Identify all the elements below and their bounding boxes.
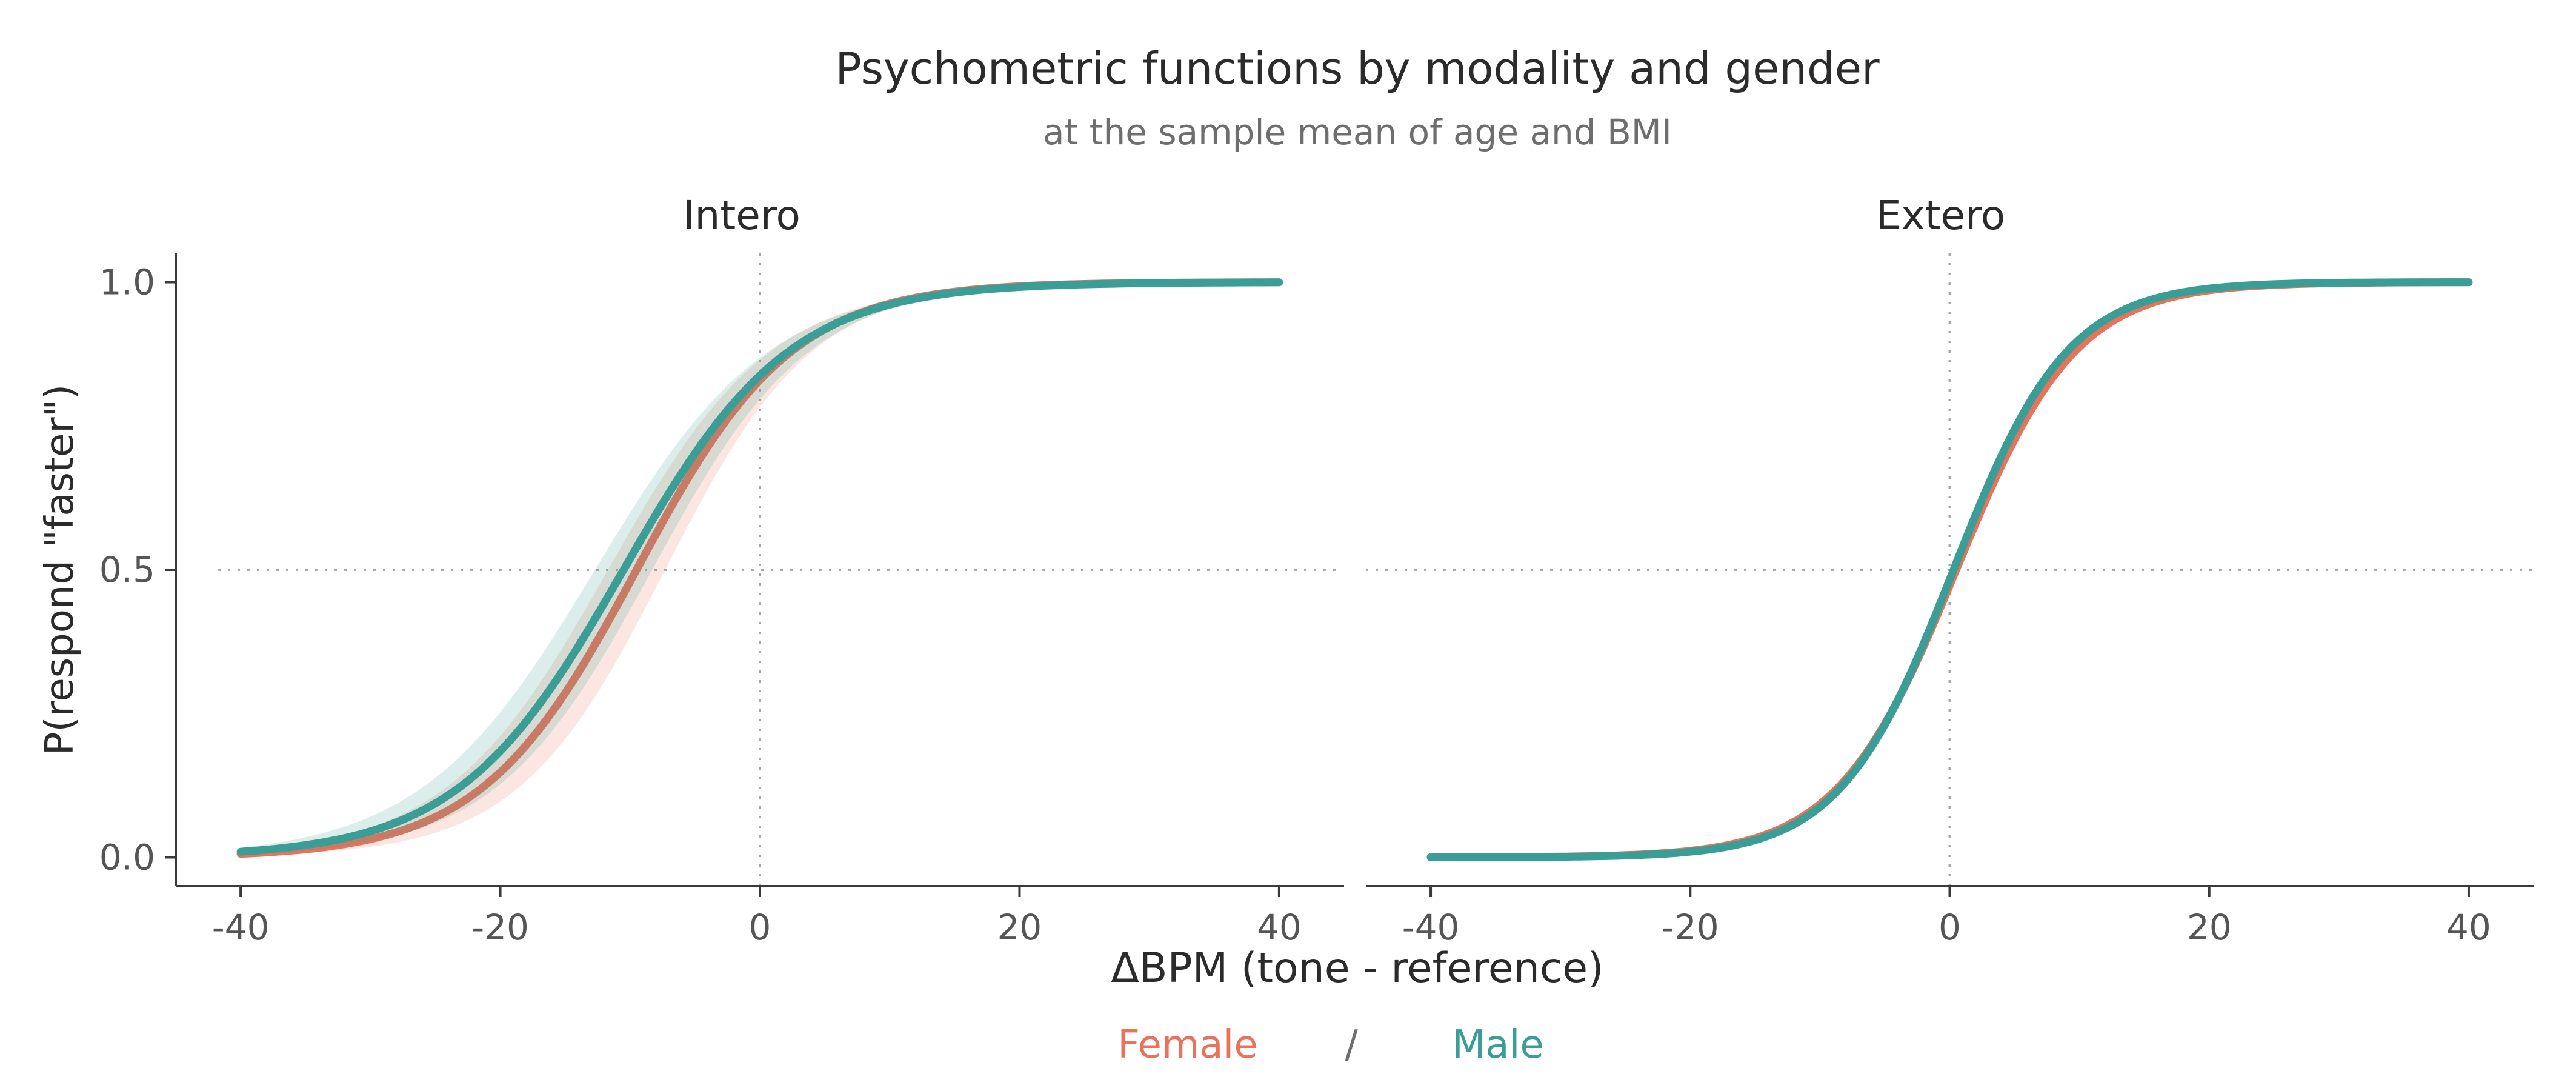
series-line-male <box>1426 278 2473 861</box>
x-tick-label: -40 <box>212 907 270 948</box>
x-tick-label: -20 <box>1662 907 1719 948</box>
panel-extero: Extero -40 -20 0 20 40 <box>1366 192 2534 948</box>
legend-separator: / <box>1345 1023 1358 1067</box>
panel-title: Intero <box>683 192 800 239</box>
y-tick-label: 1.0 <box>99 261 155 302</box>
x-tick-label: -40 <box>1402 907 1460 948</box>
x-tick-label: 20 <box>997 907 1042 948</box>
x-tick-label: 40 <box>2446 907 2491 948</box>
panel-title: Extero <box>1876 192 2005 239</box>
x-tick-label: 40 <box>1257 907 1302 948</box>
credible-band-female <box>241 282 1279 856</box>
legend-female: Female <box>1117 1023 1257 1067</box>
panel-intero: Intero 0.0 0.5 1.0 -40 -20 0 20 40 <box>99 192 1344 948</box>
x-axis-label: ΔBPM (tone - reference) <box>1111 944 1603 992</box>
y-axis-label: P(respond "faster") <box>38 384 82 755</box>
x-tick-label: 0 <box>749 907 771 948</box>
legend-male: Male <box>1452 1023 1544 1067</box>
chart-title: Psychometric functions by modality and g… <box>835 43 1880 94</box>
y-tick-label: 0.0 <box>99 837 155 878</box>
series-line-male <box>236 278 1283 856</box>
chart-subtitle: at the sample mean of age and BMI <box>1043 112 1672 153</box>
x-tick-label: 20 <box>2187 907 2232 948</box>
y-tick-label: 0.5 <box>99 549 155 590</box>
x-tick-label: -20 <box>471 907 529 948</box>
credible-band-male <box>241 282 1279 855</box>
x-tick-label: 0 <box>1939 907 1961 948</box>
